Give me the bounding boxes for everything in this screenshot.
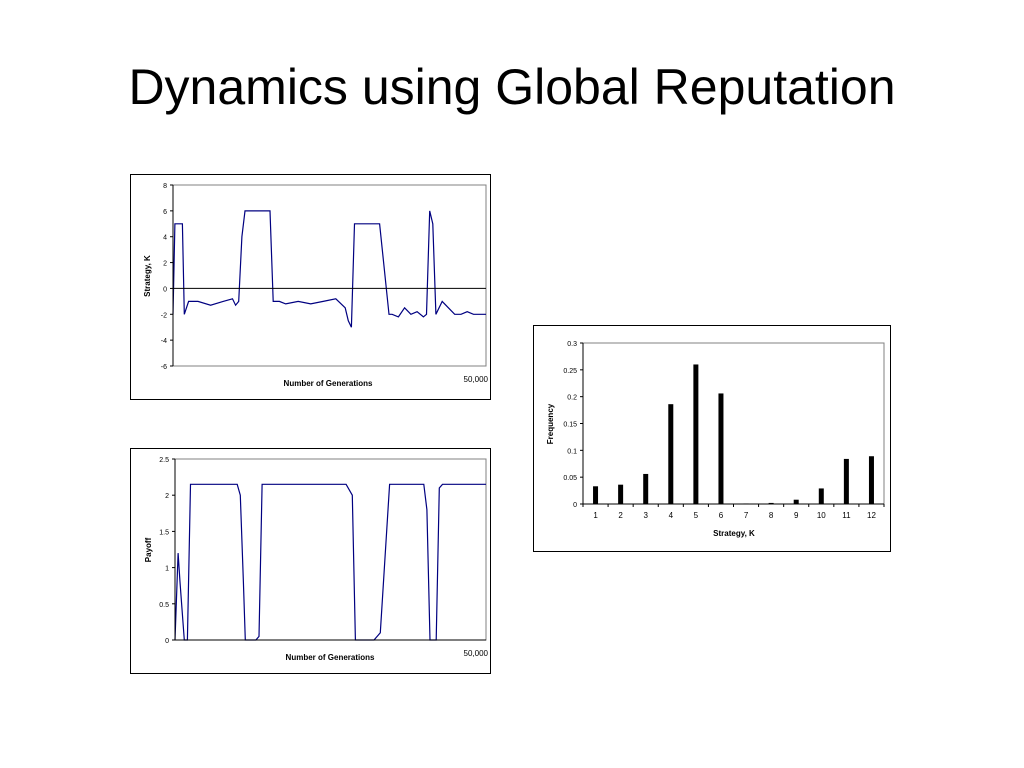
bar <box>593 486 599 504</box>
y-tick-label: 0.1 <box>567 448 577 455</box>
y-tick-label: -6 <box>161 364 167 371</box>
y-tick-label: 6 <box>163 209 167 216</box>
y-tick-label: 4 <box>163 235 167 242</box>
plot-area <box>172 184 487 367</box>
series-line <box>172 210 486 328</box>
frequency-chart-frame: 0 0.05 0.1 0.15 0.2 0.25 0.3 1 2 3 4 5 6 7 8 9 10 11 12 Fr… <box>533 325 891 552</box>
strategy-chart-frame: -6 -4 -2 0 2 4 6 8 Strategy, K Number of Genera… <box>130 174 491 400</box>
x-axis-label: Number of Generations <box>286 653 375 662</box>
bar <box>818 488 824 504</box>
x-tick-label: 10 <box>817 511 826 520</box>
strategy-chart: -6 -4 -2 0 2 4 6 8 Strategy, K Number of Genera… <box>143 183 489 388</box>
bar <box>693 364 699 504</box>
y-tick-label: 0.15 <box>563 422 577 429</box>
y-tick-label: -2 <box>161 312 167 319</box>
y-tick-label: 0.25 <box>563 368 577 375</box>
y-tick-label: 0 <box>165 638 169 645</box>
x-tick-label: 4 <box>669 511 674 520</box>
y-tick-label: 0.2 <box>567 395 577 402</box>
x-tick-label: 8 <box>769 511 774 520</box>
x-tick-label: 6 <box>719 511 724 520</box>
y-tick-label: 0.05 <box>563 475 577 482</box>
bar <box>768 502 774 504</box>
bar <box>868 456 874 504</box>
y-tick-label: 1 <box>165 566 169 573</box>
y-tick-label: 2 <box>163 261 167 268</box>
y-tick-label: 0 <box>573 502 577 509</box>
y-tick-label: 2.5 <box>159 457 169 464</box>
y-axis-label: Payoff <box>144 537 153 562</box>
y-axis-label: Frequency <box>546 403 555 444</box>
bar <box>793 499 799 504</box>
plot-area <box>174 458 487 641</box>
y-tick-label: 8 <box>163 183 167 190</box>
series-line <box>174 483 486 641</box>
x-end-label: 50,000 <box>464 375 489 384</box>
y-tick-label: 1.5 <box>159 529 169 536</box>
bar <box>668 404 674 504</box>
y-tick-label: 0.3 <box>567 341 577 348</box>
x-tick-label: 3 <box>643 511 648 520</box>
payoff-chart: 0 0.5 1 1.5 2 2.5 Payoff Number of Generation… <box>144 457 489 662</box>
frequency-chart: 00.050.10.150.20.250.31 2 3 4 5 6 7 8 9 10 11 12 Fr… <box>546 341 885 538</box>
payoff-chart-frame: 0 0.5 1 1.5 2 2.5 Payoff Number of Generation… <box>130 448 491 674</box>
y-tick-label: 2 <box>165 493 169 500</box>
x-tick-label: 9 <box>794 511 799 520</box>
x-tick-label: 1 <box>593 511 598 520</box>
slide-title: Dynamics using Global Reputation <box>128 59 896 115</box>
x-tick-label: 11 <box>842 511 851 520</box>
bar <box>843 458 849 504</box>
x-tick-label: 7 <box>744 511 749 520</box>
bar <box>718 393 724 504</box>
bar <box>643 473 649 504</box>
x-axis-label: Strategy, K <box>713 529 755 538</box>
x-end-label: 50,000 <box>464 649 489 658</box>
y-tick-label: -4 <box>161 338 167 345</box>
x-tick-label: 5 <box>694 511 699 520</box>
y-axis-label: Strategy, K <box>143 255 152 297</box>
x-tick-label: 2 <box>618 511 623 520</box>
bar <box>618 484 624 504</box>
y-tick-label: 0.5 <box>159 602 169 609</box>
x-tick-label: 12 <box>867 511 876 520</box>
plot-area <box>582 342 885 505</box>
x-axis-label: Number of Generations <box>284 379 373 388</box>
y-tick-label: 0 <box>163 286 167 293</box>
